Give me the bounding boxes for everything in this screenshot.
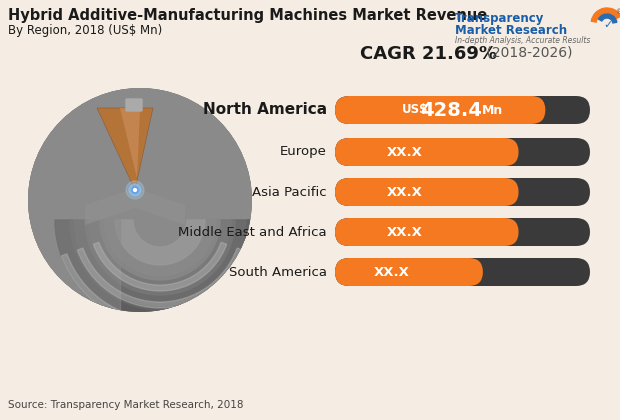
Text: US$: US$ [402,103,428,116]
Wedge shape [598,14,617,23]
Circle shape [129,184,141,196]
FancyBboxPatch shape [335,258,590,286]
Wedge shape [591,8,620,22]
Text: CAGR 21.69%: CAGR 21.69% [360,45,497,63]
Text: Transparency: Transparency [455,12,544,25]
FancyBboxPatch shape [335,178,590,206]
FancyBboxPatch shape [335,218,590,246]
Text: In-depth Analysis, Accurate Results: In-depth Analysis, Accurate Results [455,36,590,45]
FancyBboxPatch shape [126,99,142,111]
Wedge shape [55,220,265,325]
Text: South America: South America [229,265,327,278]
FancyBboxPatch shape [335,138,518,166]
FancyBboxPatch shape [335,258,483,286]
Text: Source: Transparency Market Research, 2018: Source: Transparency Market Research, 20… [8,400,244,410]
Text: Hybrid Additive-Manufacturing Machines Market Revenue: Hybrid Additive-Manufacturing Machines M… [8,8,487,23]
Text: (2018-2026): (2018-2026) [482,45,572,59]
Wedge shape [70,220,250,310]
Wedge shape [115,220,205,265]
Circle shape [28,88,252,312]
Polygon shape [97,108,153,190]
Text: XX.X: XX.X [387,145,423,158]
Text: XX.X: XX.X [387,186,423,199]
Text: Asia Pacific: Asia Pacific [252,186,327,199]
Circle shape [132,187,138,193]
Text: ®: ® [616,9,620,15]
Text: By Region, 2018 (US$ Mn): By Region, 2018 (US$ Mn) [8,24,162,37]
Wedge shape [78,248,242,308]
Wedge shape [100,220,220,280]
Circle shape [133,189,136,192]
FancyBboxPatch shape [335,96,590,124]
Text: Middle East and Africa: Middle East and Africa [179,226,327,239]
FancyBboxPatch shape [335,138,590,166]
Text: Mn: Mn [482,103,503,116]
Wedge shape [61,254,259,325]
Text: 428.4: 428.4 [420,100,482,120]
Text: ✓: ✓ [603,20,613,30]
Wedge shape [93,242,227,291]
Text: XX.X: XX.X [387,226,423,239]
Text: North America: North America [203,102,327,118]
FancyBboxPatch shape [335,178,518,206]
Polygon shape [85,188,185,225]
Circle shape [126,181,144,199]
FancyBboxPatch shape [335,218,518,246]
Text: Europe: Europe [280,145,327,158]
FancyBboxPatch shape [335,96,546,124]
Polygon shape [120,108,140,178]
Text: Market Research: Market Research [455,24,567,37]
Text: XX.X: XX.X [373,265,409,278]
Circle shape [28,88,252,312]
Wedge shape [85,220,235,295]
Polygon shape [28,88,120,312]
